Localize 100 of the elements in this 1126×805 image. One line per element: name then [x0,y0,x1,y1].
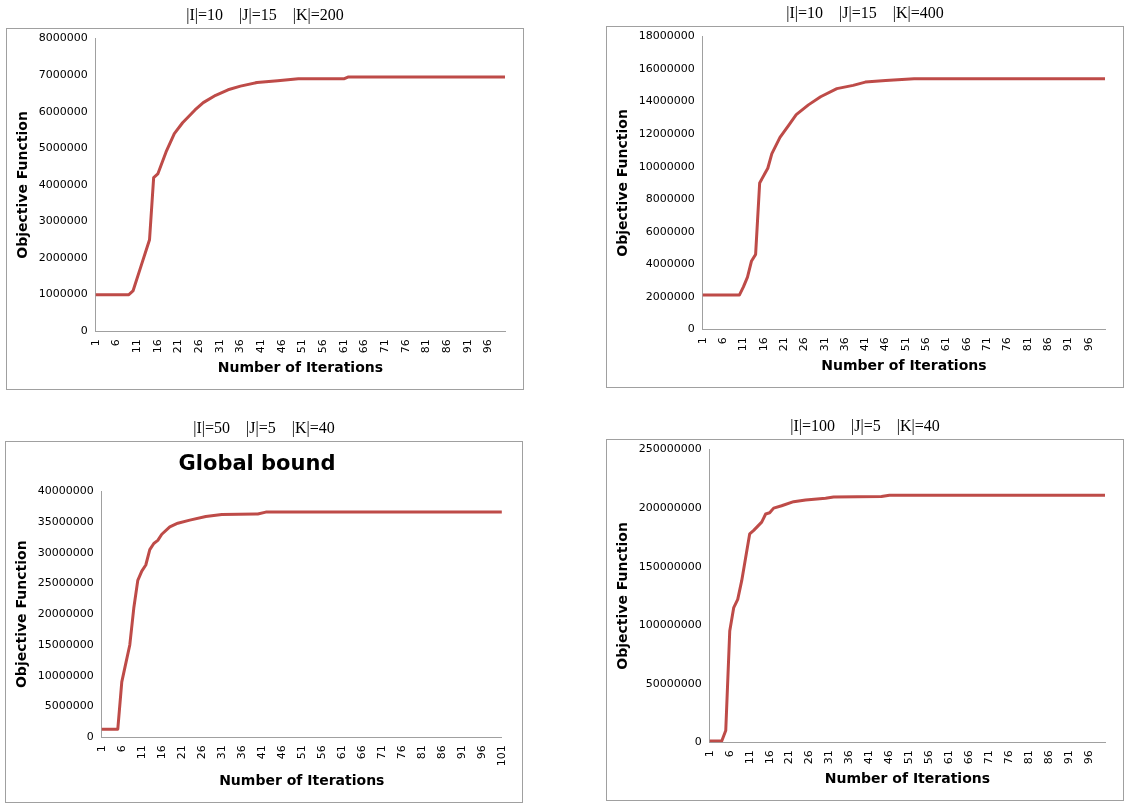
y-tick-label: 2000000 [645,289,695,303]
x-tick-label: 51 [898,337,912,352]
x-tick-label: 86 [1040,337,1054,352]
x-tick-label: 21 [174,745,188,760]
x-tick-label: 1 [702,750,716,758]
x-tick-label: 71 [982,750,996,765]
x-tick-label: 1 [695,337,709,345]
y-tick-label: 16000000 [638,61,695,75]
y-tick-label: 20000000 [37,607,94,621]
x-axis-title: Number of Iterations [821,357,987,374]
x-tick-label: 96 [1081,337,1095,352]
y-tick-label: 15000000 [37,637,94,651]
x-tick-label: 31 [817,337,831,352]
y-tick-label: 0 [687,322,695,336]
x-tick-label: 21 [776,337,790,352]
y-tick-label: 100000000 [638,618,702,632]
y-tick-label: 200000000 [638,500,702,514]
x-tick-label: 71 [377,339,391,354]
x-tick-label: 6 [722,750,736,758]
x-axis-title: Number of Iterations [217,359,384,376]
y-tick-label: 12000000 [638,126,695,140]
y-tick-label: 0 [80,324,88,338]
x-tick-label: 51 [294,745,308,760]
y-tick-label: 5000000 [44,699,94,713]
x-tick-label: 56 [314,745,328,760]
x-tick-label: 81 [1020,337,1034,352]
y-tick-label: 250000000 [638,442,702,456]
x-tick-label: 66 [354,745,368,760]
x-axis-title: Number of Iterations [219,772,385,789]
x-tick-label: 56 [919,337,933,352]
x-tick-label: 6 [114,745,128,753]
x-tick-label: 26 [191,339,205,354]
x-tick-label: 96 [474,745,488,760]
x-tick-label: 11 [736,337,750,352]
x-tick-label: 86 [439,339,453,354]
y-tick-label: 4000000 [645,257,695,271]
x-tick-label: 91 [1061,337,1075,352]
y-tick-label: 30000000 [37,545,94,559]
x-tick-label: 81 [414,745,428,760]
y-tick-label: 25000000 [37,576,94,590]
x-tick-label: 16 [150,339,164,354]
y-tick-label: 5000000 [38,141,88,155]
y-tick-label: 4000000 [38,177,88,191]
x-tick-label: 56 [315,339,329,354]
y-tick-label: 3000000 [38,214,88,228]
y-tick-label: 1000000 [38,287,88,301]
chart-title: |I|=50 |J|=5 |K|=40 [192,418,336,439]
x-tick-label: 1 [88,339,102,347]
x-tick-label: 51 [902,750,916,765]
y-tick-label: 40000000 [37,484,94,498]
x-tick-label: 11 [742,750,756,765]
y-tick-label: 35000000 [37,514,94,528]
y-tick-label: 2000000 [38,250,88,264]
x-tick-label: 46 [878,337,892,352]
x-tick-label: 61 [336,339,350,354]
x-tick-label: 16 [154,745,168,760]
x-tick-label: 101 [494,745,508,767]
x-tick-label: 91 [460,339,474,354]
y-axis-title: Objective Function [614,109,631,257]
x-tick-label: 41 [858,337,872,352]
x-tick-label: 31 [212,339,226,354]
y-tick-label: 10000000 [37,668,94,682]
y-tick-label: 150000000 [638,559,702,573]
x-tick-label: 36 [842,750,856,765]
y-tick-label: 6000000 [38,104,88,118]
x-tick-label: 36 [234,745,248,760]
x-tick-label: 76 [394,745,408,760]
x-tick-label: 21 [171,339,185,354]
x-tick-label: 16 [762,750,776,765]
y-tick-label: 10000000 [638,159,695,173]
y-axis-title: Objective Function [13,540,30,689]
y-tick-label: 8000000 [38,31,88,45]
x-tick-label: 81 [419,339,433,354]
y-axis-title: Objective Function [14,111,31,259]
y-tick-label: 0 [86,730,94,744]
x-tick-label: 11 [129,339,143,354]
x-tick-label: 76 [1000,337,1014,352]
x-tick-label: 61 [942,750,956,765]
y-tick-label: 14000000 [638,94,695,108]
x-tick-label: 46 [882,750,896,765]
x-tick-label: 26 [802,750,816,765]
x-tick-label: 41 [254,745,268,760]
x-tick-label: 31 [214,745,228,760]
x-tick-label: 36 [233,339,247,354]
x-tick-label: 91 [1061,750,1075,765]
x-tick-label: 36 [837,337,851,352]
x-tick-label: 46 [274,745,288,760]
x-tick-label: 91 [454,745,468,760]
x-tick-label: 41 [862,750,876,765]
chart-title: |I|=10 |J|=15 |K|=200 [185,5,345,26]
x-tick-label: 41 [253,339,267,354]
x-tick-label: 6 [715,337,729,345]
chart-title: |I|=10 |J|=15 |K|=400 [785,3,945,24]
x-tick-label: 46 [274,339,288,354]
x-tick-label: 66 [357,339,371,354]
x-tick-label: 26 [797,337,811,352]
x-tick-label: 51 [295,339,309,354]
y-tick-label: 0 [694,735,702,749]
x-tick-label: 96 [1081,750,1095,765]
x-tick-label: 61 [939,337,953,352]
